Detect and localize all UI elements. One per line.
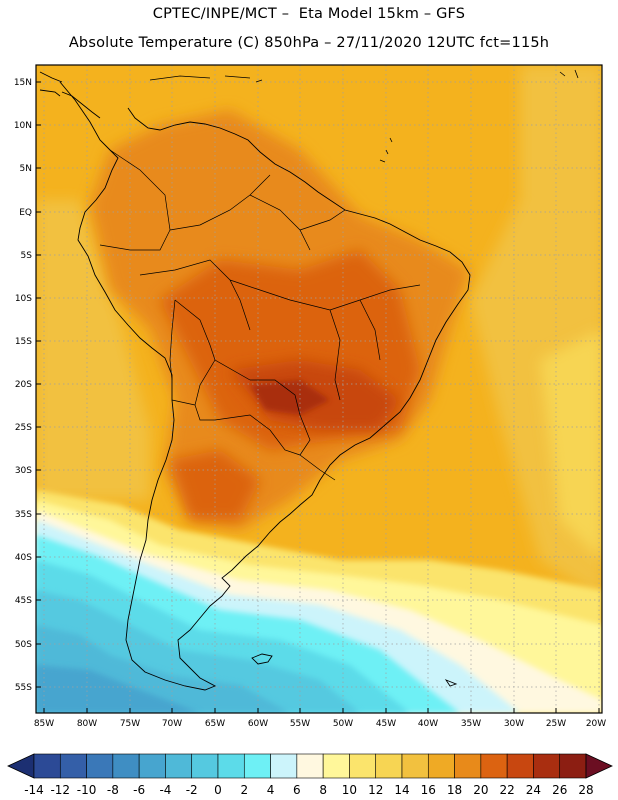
lat-label-25s: 25S bbox=[15, 423, 32, 433]
colorbar-tick-label: 20 bbox=[473, 783, 488, 797]
field-atlantic-14 bbox=[540, 330, 602, 560]
map-frame bbox=[35, 64, 603, 714]
latitude-labels: 15N 10N 5N EQ 5S 10S 15S 20S 25S 30S 35S… bbox=[14, 78, 32, 693]
colorbar-tick-label: -4 bbox=[159, 783, 171, 797]
colorbar-tick-label: 18 bbox=[447, 783, 462, 797]
colorbar-tick-label: -12 bbox=[50, 783, 70, 797]
chart-title-model: CPTEC/INPE/MCT – Eta Model 15km – GFS bbox=[152, 6, 466, 22]
south-america-coastline bbox=[59, 81, 471, 691]
colorbar-tick-label: 26 bbox=[552, 783, 567, 797]
lat-label-5s: 5S bbox=[21, 251, 33, 261]
colorbar-tick-label: -14 bbox=[24, 783, 44, 797]
colorbar-high-arrow bbox=[585, 753, 613, 779]
colorbar-swatch bbox=[506, 753, 534, 779]
colorbar-swatch bbox=[322, 753, 350, 779]
colorbar-swatch bbox=[296, 753, 324, 779]
lon-label-20w: 20W bbox=[586, 719, 606, 729]
lon-label-75w: 75W bbox=[120, 719, 140, 729]
lon-label-80w: 80W bbox=[77, 719, 97, 729]
colorbar-swatch bbox=[401, 753, 429, 779]
colorbar-swatch bbox=[454, 753, 482, 779]
colorbar: -14 -12 -10 -8 -6 -4 -2 0 2 4 6 8 10 12 14 16 18 20 22 24 26… bbox=[7, 753, 613, 797]
colorbar-swatch bbox=[33, 753, 61, 779]
colorbar-tick-label: -10 bbox=[77, 783, 97, 797]
lat-label-20s: 20S bbox=[15, 380, 32, 390]
colorbar-tick-label: 0 bbox=[214, 783, 222, 797]
lon-label-65w: 65W bbox=[205, 719, 225, 729]
field-pacific-16 bbox=[36, 200, 150, 500]
colorbar-swatch bbox=[480, 753, 508, 779]
colorbar-tick-label: 10 bbox=[342, 783, 357, 797]
lat-label-eq: EQ bbox=[19, 208, 32, 218]
lat-lon-gridlines bbox=[36, 65, 602, 713]
falkland-islands bbox=[251, 653, 273, 665]
lon-label-35w: 35W bbox=[461, 719, 481, 729]
colorbar-swatch bbox=[559, 753, 587, 779]
lon-label-50w: 50W bbox=[333, 719, 353, 729]
lat-label-15n: 15N bbox=[14, 78, 32, 88]
lat-label-30s: 30S bbox=[15, 466, 32, 476]
country-borders bbox=[99, 149, 421, 481]
lat-label-50s: 50S bbox=[15, 640, 32, 650]
lon-label-25w: 25W bbox=[546, 719, 566, 729]
colorbar-tick-label: 8 bbox=[319, 783, 327, 797]
lat-label-10s: 10S bbox=[15, 294, 32, 304]
colorbar-tick-label: 2 bbox=[240, 783, 248, 797]
colorbar-swatch bbox=[217, 753, 245, 779]
lon-label-85w: 85W bbox=[34, 719, 54, 729]
colorbar-swatch bbox=[349, 753, 377, 779]
lon-label-70w: 70W bbox=[162, 719, 182, 729]
colorbar-tick-label: -2 bbox=[186, 783, 198, 797]
lat-label-15s: 15S bbox=[15, 337, 32, 347]
field-south-m4 bbox=[36, 665, 200, 713]
colorbar-swatch bbox=[427, 753, 455, 779]
colorbar-low-arrow bbox=[7, 753, 35, 779]
lon-label-45w: 45W bbox=[376, 719, 396, 729]
colorbar-swatch bbox=[112, 753, 140, 779]
lat-label-10n: 10N bbox=[14, 121, 32, 131]
colorbar-tick-label: 24 bbox=[526, 783, 541, 797]
lon-label-55w: 55W bbox=[290, 719, 310, 729]
longitude-labels: 85W 80W 75W 70W 65W 60W 55W 50W 45W 40W … bbox=[34, 719, 606, 729]
colorbar-swatch bbox=[86, 753, 114, 779]
lat-label-45s: 45S bbox=[15, 596, 32, 606]
colorbar-swatch bbox=[165, 753, 193, 779]
lon-label-60w: 60W bbox=[248, 719, 268, 729]
lat-label-5n: 5N bbox=[20, 164, 32, 174]
lat-label-40s: 40S bbox=[15, 553, 32, 563]
colorbar-swatch bbox=[191, 753, 219, 779]
colorbar-swatch bbox=[270, 753, 298, 779]
caribbean-islands bbox=[149, 69, 579, 163]
temperature-field bbox=[36, 65, 602, 713]
colorbar-swatch bbox=[138, 753, 166, 779]
colorbar-tick-label: -6 bbox=[133, 783, 145, 797]
colorbar-tick-label: 22 bbox=[500, 783, 515, 797]
colorbar-tick-label: 6 bbox=[293, 783, 301, 797]
field-continent-24 bbox=[250, 380, 330, 415]
colorbar-tick-label: 28 bbox=[578, 783, 593, 797]
axis-ticks bbox=[36, 81, 600, 713]
lat-label-35s: 35S bbox=[15, 510, 32, 520]
colorbar-tick-label: 16 bbox=[421, 783, 436, 797]
colorbar-swatch bbox=[59, 753, 87, 779]
colorbar-tick-label: 4 bbox=[267, 783, 275, 797]
south-georgia-island bbox=[444, 679, 458, 687]
colorbar-tick-label: 12 bbox=[368, 783, 383, 797]
central-america-coastline bbox=[39, 71, 101, 119]
lat-label-55s: 55S bbox=[15, 683, 32, 693]
colorbar-swatch bbox=[375, 753, 403, 779]
lon-label-30w: 30W bbox=[504, 719, 524, 729]
colorbar-swatch bbox=[533, 753, 561, 779]
chart-title-field: Absolute Temperature (C) 850hPa – 27/11/… bbox=[68, 35, 550, 51]
colorbar-swatch bbox=[243, 753, 271, 779]
colorbar-tick-label: -8 bbox=[107, 783, 119, 797]
lon-label-40w: 40W bbox=[418, 719, 438, 729]
colorbar-tick-label: 14 bbox=[394, 783, 409, 797]
